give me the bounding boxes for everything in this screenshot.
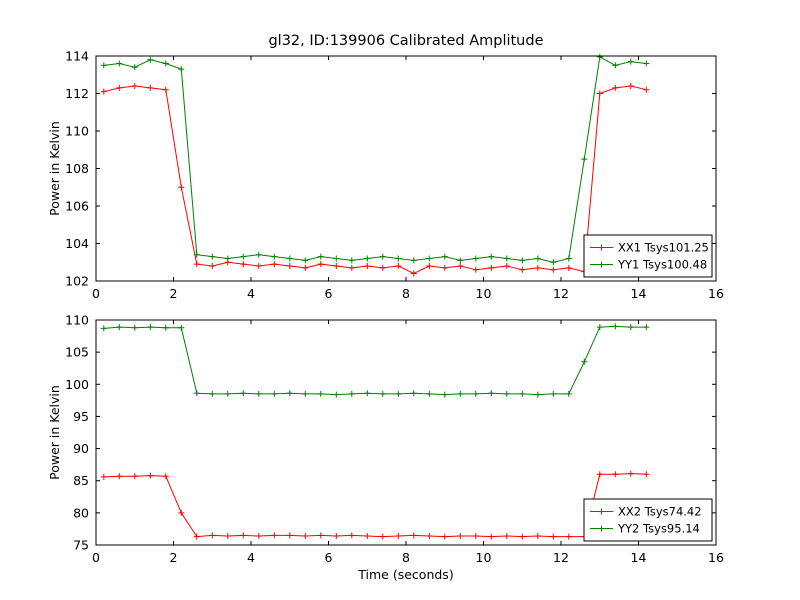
chart-title: gl32, ID:139906 Calibrated Amplitude xyxy=(268,33,543,49)
y-tick-label: 112 xyxy=(65,86,89,101)
y-tick-label: 80 xyxy=(73,505,89,520)
top-amplitude-plot: 0 2 4 6 8 10 12 14 16 102 104 106 108 110 112 114 gl32, … xyxy=(47,33,724,301)
x-tick-label: 2 xyxy=(170,550,178,565)
x-tick-label: 6 xyxy=(325,286,333,301)
legend-sample-marker xyxy=(598,244,605,251)
x-tick-label: 12 xyxy=(553,550,569,565)
y-tick-label: 104 xyxy=(65,236,89,251)
x-tick-label: 4 xyxy=(247,286,255,301)
x-tick-label: 10 xyxy=(476,550,492,565)
y-tick-label: 75 xyxy=(73,538,89,553)
y-tick-label: 108 xyxy=(65,161,89,176)
x-tick-label: 12 xyxy=(553,286,569,301)
x-tick-label: 8 xyxy=(402,286,410,301)
x-tick-label: 14 xyxy=(631,286,647,301)
legend-sample-marker xyxy=(598,261,605,268)
legend-box xyxy=(583,234,713,278)
legend-label: YY2 Tsys95.14 xyxy=(617,522,700,536)
x-tick-label: 16 xyxy=(708,550,724,565)
y-axis-label: Power in Kelvin xyxy=(47,385,62,480)
top-amplitude-plot-series-line-1 xyxy=(103,56,647,263)
x-tick-label: 16 xyxy=(708,286,724,301)
top-amplitude-plot-legend: XX1 Tsys101.25 YY1 Tsys100.48 xyxy=(583,234,713,278)
legend-label: XX1 Tsys101.25 xyxy=(618,241,709,255)
y-tick-label: 90 xyxy=(73,441,89,456)
x-tick-label: 2 xyxy=(170,286,178,301)
y-tick-label: 102 xyxy=(65,274,89,289)
bottom-amplitude-plot-legend: XX2 Tsys74.42 YY2 Tsys95.14 xyxy=(583,498,713,542)
bottom-amplitude-plot: 0 2 4 6 8 10 12 14 16 75 80 85 90 95 100 105 110 Time (se… xyxy=(47,313,724,583)
x-tick-label: 6 xyxy=(325,550,333,565)
x-tick-label: 10 xyxy=(476,286,492,301)
legend-label: YY1 Tsys100.48 xyxy=(617,258,707,272)
x-tick-label: 0 xyxy=(92,286,100,301)
bottom-amplitude-plot-series-markers-0 xyxy=(100,470,650,540)
y-tick-label: 85 xyxy=(73,473,89,488)
y-tick-label: 95 xyxy=(73,409,89,424)
legend-sample-marker xyxy=(598,525,605,532)
x-axis-label: Time (seconds) xyxy=(357,567,453,582)
legend-sample-marker xyxy=(598,508,605,515)
y-tick-label: 105 xyxy=(65,345,89,360)
legend-label: XX2 Tsys74.42 xyxy=(618,505,702,519)
x-tick-label: 4 xyxy=(247,550,255,565)
x-tick-label: 0 xyxy=(92,550,100,565)
x-tick-label: 8 xyxy=(402,550,410,565)
y-tick-label: 100 xyxy=(65,377,89,392)
legend-box xyxy=(583,498,713,542)
y-tick-label: 114 xyxy=(65,49,89,64)
y-tick-label: 110 xyxy=(65,124,89,139)
x-tick-label: 14 xyxy=(631,550,647,565)
y-axis-label: Power in Kelvin xyxy=(47,121,62,216)
top-amplitude-plot-series-markers-1 xyxy=(100,53,650,266)
y-tick-label: 110 xyxy=(65,313,89,328)
bottom-amplitude-plot-series-markers-1 xyxy=(100,323,650,398)
top-amplitude-plot-series-markers-0 xyxy=(100,83,650,277)
y-tick-label: 106 xyxy=(65,199,89,214)
